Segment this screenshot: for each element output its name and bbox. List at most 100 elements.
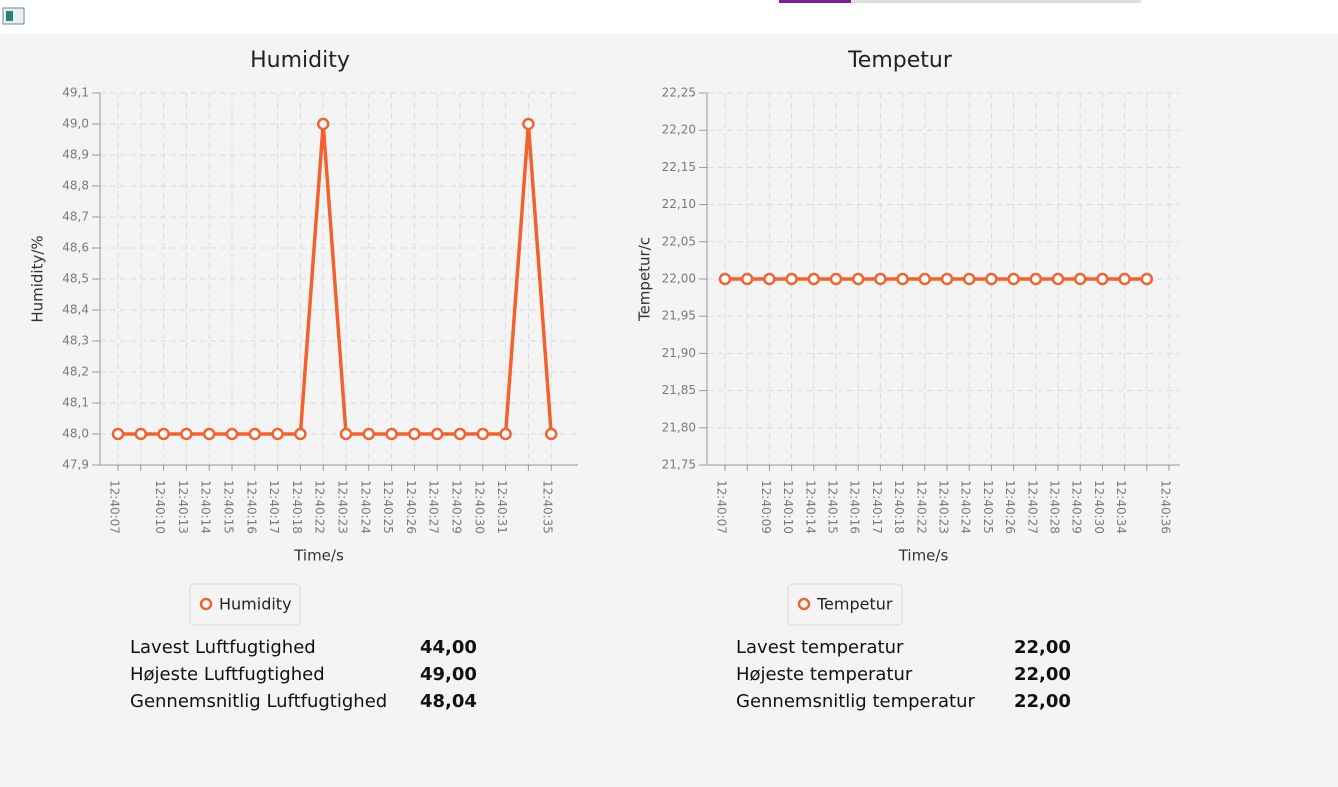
legend-box [787, 583, 903, 626]
data-point [430, 427, 444, 441]
chart-title: Tempetur [847, 48, 953, 73]
stat-label: Højeste temperatur [736, 664, 913, 685]
stat-label: Lavest temperatur [736, 637, 904, 658]
y-tick-label: 48,7 [62, 210, 89, 224]
y-tick-label: 48,4 [62, 303, 89, 317]
stat-label: Gennemsnitlig Luftfugtighed [130, 691, 387, 712]
x-tick-label: 12:40:27 [1025, 480, 1039, 534]
data-point [1140, 272, 1154, 286]
data-point [316, 117, 330, 131]
data-point [763, 272, 776, 286]
data-point [408, 427, 421, 441]
x-tick-label: 12:40:15 [222, 480, 236, 534]
stat-label: Højeste Luftfugtighed [130, 664, 325, 685]
y-axis-label: Tempetur/c [636, 237, 654, 322]
tab-indicator[interactable] [779, 0, 851, 3]
x-tick-label: 12:40:17 [267, 480, 281, 534]
data-point [248, 427, 262, 441]
data-point [718, 272, 732, 286]
data-point [202, 427, 216, 441]
x-tick-label: 12:40:22 [914, 480, 928, 534]
data-point [1118, 272, 1131, 286]
x-tick-label: 12:40:29 [450, 480, 464, 534]
x-tick-label: 12:40:26 [404, 480, 418, 534]
legend-label: Tempetur [816, 595, 893, 614]
y-tick-label: 21,90 [662, 346, 696, 360]
x-tick-label: 12:40:28 [1048, 480, 1062, 534]
y-axis-label: Humidity/% [29, 235, 47, 322]
data-point [453, 427, 467, 441]
stat-value: 22,00 [1014, 691, 1071, 712]
data-point [1007, 272, 1020, 286]
x-tick-label: 12:40:14 [199, 480, 213, 534]
data-point [851, 272, 865, 286]
data-point [476, 427, 490, 441]
legend-marker [199, 597, 213, 611]
x-tick-label: 12:40:35 [541, 480, 555, 534]
y-tick-label: 48,5 [62, 272, 89, 286]
stat-value: 49,00 [420, 664, 477, 685]
legend-box [189, 583, 301, 626]
y-tick-label: 47,9 [62, 458, 89, 472]
y-tick-label: 22,15 [662, 160, 696, 174]
x-tick-label: 12:40:10 [781, 480, 795, 534]
data-point [807, 272, 821, 286]
y-tick-label: 22,25 [662, 86, 696, 100]
data-point [499, 427, 512, 441]
y-tick-label: 22,10 [662, 197, 696, 211]
data-point [157, 427, 170, 441]
y-tick-label: 21,85 [662, 383, 696, 397]
stat-value: 22,00 [1014, 637, 1071, 658]
data-point [362, 427, 376, 441]
x-tick-label: 12:40:18 [892, 480, 906, 534]
chart-title: Humidity [250, 48, 350, 73]
content-panel [0, 34, 1338, 787]
stat-label: Gennemsnitlig temperatur [736, 691, 976, 712]
data-point [918, 272, 932, 286]
x-tick-label: 12:40:24 [959, 480, 973, 534]
tab-track [851, 0, 1141, 3]
y-tick-label: 22,20 [662, 123, 696, 137]
data-point [940, 272, 954, 286]
y-tick-label: 49,1 [62, 86, 89, 100]
data-point [134, 427, 148, 441]
y-tick-label: 48,8 [62, 179, 89, 193]
x-tick-label: 12:40:13 [176, 480, 190, 534]
x-tick-label: 12:40:07 [715, 480, 729, 534]
x-tick-label: 12:40:07 [108, 480, 122, 534]
app-icon-part [6, 11, 13, 21]
data-point [740, 272, 754, 286]
x-tick-label: 12:40:23 [336, 480, 350, 534]
legend-label: Humidity [219, 595, 292, 614]
x-tick-label: 12:40:14 [803, 480, 817, 534]
x-tick-label: 12:40:16 [244, 480, 258, 534]
title-bar [0, 0, 1338, 34]
x-tick-label: 12:40:16 [848, 480, 862, 534]
y-tick-label: 49,0 [62, 117, 89, 131]
data-point [962, 272, 976, 286]
x-tick-label: 12:40:24 [358, 480, 372, 534]
data-point [180, 427, 193, 441]
x-tick-label: 12:40:17 [870, 480, 884, 534]
stat-value: 22,00 [1014, 664, 1071, 685]
y-tick-label: 21,95 [662, 309, 696, 323]
y-tick-label: 48,0 [62, 427, 89, 441]
x-tick-label: 12:40:30 [1092, 480, 1106, 534]
data-point [785, 272, 798, 286]
y-tick-label: 22,00 [662, 272, 696, 286]
y-tick-label: 21,75 [662, 458, 696, 472]
x-tick-label: 12:40:10 [153, 480, 167, 534]
x-axis-label: Time/s [898, 547, 949, 565]
data-point [1051, 272, 1065, 286]
x-tick-label: 12:40:23 [937, 480, 951, 534]
x-tick-label: 12:40:36 [1159, 480, 1173, 534]
x-tick-label: 12:40:18 [290, 480, 304, 534]
stat-value: 44,00 [420, 637, 477, 658]
data-point [385, 427, 398, 441]
data-point [829, 272, 843, 286]
x-tick-label: 12:40:27 [427, 480, 441, 534]
x-tick-label: 12:40:34 [1114, 480, 1128, 534]
y-tick-label: 21,80 [662, 420, 696, 434]
data-point [271, 427, 284, 441]
